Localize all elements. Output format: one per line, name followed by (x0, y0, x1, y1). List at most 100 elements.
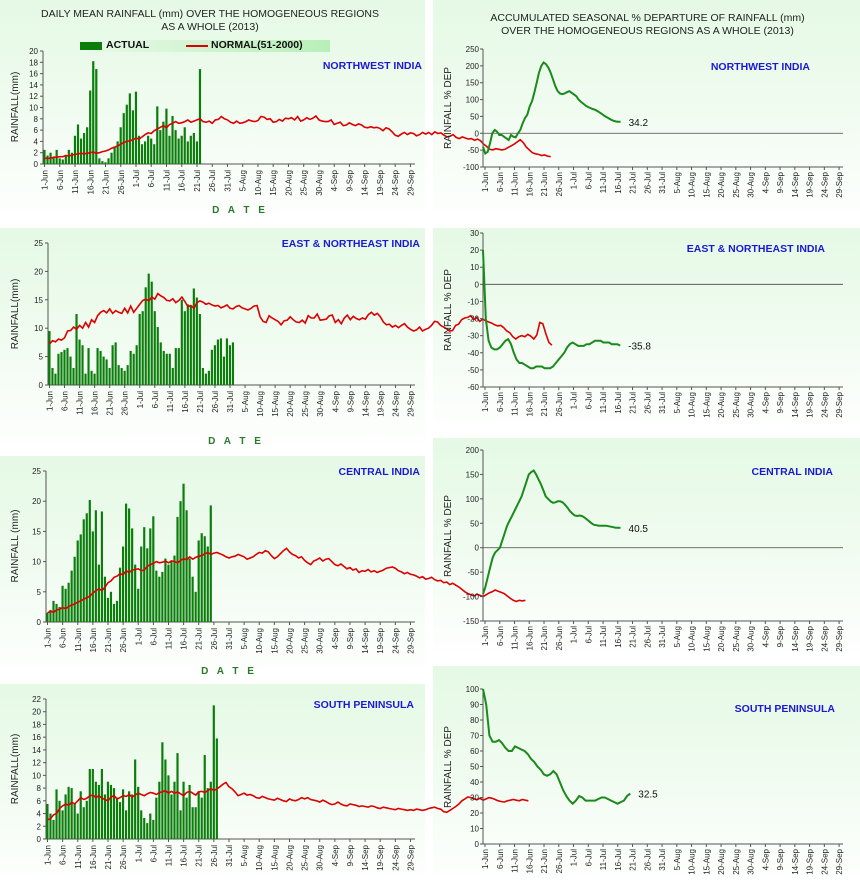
x-tick-label: 11-Jul (164, 628, 173, 649)
actual-bar (117, 365, 120, 385)
actual-bar (83, 132, 86, 164)
actual-bar (137, 588, 140, 622)
x-tick-label: 21-Jul (629, 849, 638, 871)
x-tick-label: 16-Jul (614, 626, 623, 648)
right-panel-4 (433, 666, 860, 890)
normal-line (47, 781, 529, 821)
actual-bar (109, 591, 113, 622)
x-tick-label: 1-Jun (481, 392, 490, 412)
x-tick-label: 16-Jun (89, 628, 98, 652)
y-tick-label: 0 (34, 160, 39, 169)
actual-bar (182, 483, 185, 622)
x-tick-label: 21-Jun (540, 626, 549, 650)
x-tick-label: 31-Jul (225, 628, 234, 650)
actual-bar (179, 501, 182, 622)
region-title: CENTRAL INDIA (752, 466, 834, 478)
x-tick-label: 6-Jun (496, 172, 505, 192)
actual-bar (174, 348, 177, 385)
actual-bar (105, 359, 108, 385)
y-axis-label: RAINFALL % DEP (443, 269, 454, 351)
actual-bar (150, 138, 153, 164)
actual-bar (222, 356, 226, 385)
actual-bar (134, 564, 137, 622)
actual-bar (174, 130, 177, 164)
x-tick-label: 4-Sep (761, 848, 770, 870)
x-tick-label: 14-Sep (791, 625, 800, 651)
region-title: NORTHWEST INDIA (323, 60, 423, 72)
x-tick-label: 9-Sep (345, 169, 354, 191)
actual-bar (167, 564, 170, 622)
y-tick-label: -60 (467, 383, 479, 392)
x-tick-label: 6-Jul (151, 391, 160, 409)
x-tick-label: 21-Jun (540, 392, 549, 416)
x-tick-label: 6-Jun (496, 392, 505, 412)
actual-bar (78, 339, 81, 385)
actual-bar (46, 612, 49, 622)
y-axis-label: RAINFALL (mm) (10, 510, 21, 583)
x-tick-label: 14-Sep (361, 390, 370, 416)
x-tick-label: 20-Aug (717, 626, 726, 652)
x-tick-label: 21-Jun (104, 628, 113, 652)
actual-bar (94, 781, 97, 839)
actual-bar (84, 373, 87, 385)
y-tick-label: 100 (466, 685, 480, 694)
x-tick-label: 16-Jun (86, 170, 95, 194)
legend: ACTUAL NORMAL(51-2000) (78, 39, 330, 52)
x-tick-label: 1-Jun (481, 849, 490, 869)
right-title-line1: ACCUMULATED SEASONAL % DEPARTURE OF RAIN… (490, 12, 805, 24)
actual-bar (219, 338, 222, 385)
actual-bar (100, 769, 103, 839)
x-tick-label: 26-Jul (643, 392, 652, 414)
x-tick-label: 11-Jun (511, 626, 520, 650)
x-tick-label: 16-Jul (614, 392, 623, 414)
actual-bar (207, 370, 210, 385)
y-tick-label: 200 (466, 446, 480, 455)
x-tick-label: 30-Aug (747, 172, 756, 198)
x-tick-label: 24-Sep (820, 625, 829, 651)
legend-actual-swatch (80, 42, 102, 50)
x-tick-label: 6-Jul (584, 849, 593, 867)
y-tick-label: 0 (475, 280, 480, 289)
actual-bar (146, 548, 149, 622)
actual-bar (146, 823, 149, 839)
x-tick-label: 5-Aug (240, 628, 249, 649)
x-tick-label: 20-Aug (284, 170, 293, 196)
y-tick-label: 20 (470, 246, 479, 255)
x-tick-label: 21-Jul (195, 628, 204, 650)
x-tick-label: 20-Aug (717, 392, 726, 418)
y-tick-label: -30 (467, 332, 479, 341)
y-tick-label: -50 (467, 366, 479, 375)
actual-bar (213, 345, 216, 385)
x-tick-label: 6-Jul (584, 626, 593, 644)
actual-bar (106, 781, 110, 839)
actual-bar (118, 802, 122, 839)
x-tick-label: 29-Sep (835, 391, 844, 417)
x-tick-label: 19-Sep (806, 171, 815, 197)
x-tick-label: 30-Aug (316, 628, 325, 654)
x-tick-label: 19-Sep (806, 391, 815, 417)
x-tick-label: 16-Jul (180, 628, 189, 650)
x-axis-label: D A T E (201, 666, 257, 677)
actual-bar (182, 781, 185, 839)
x-tick-label: 19-Sep (376, 627, 385, 653)
actual-bar (209, 505, 212, 622)
y-tick-label: 5 (39, 353, 44, 362)
x-tick-label: 1-Jun (41, 170, 50, 190)
x-tick-label: 1-Jul (570, 849, 579, 867)
x-tick-label: 31-Jul (658, 172, 667, 194)
actual-bar (197, 791, 200, 839)
y-tick-label: 8 (34, 115, 39, 124)
x-tick-label: 31-Jul (658, 849, 667, 871)
right-panel-1 (433, 0, 860, 226)
actual-bar (134, 759, 137, 839)
actual-bar (79, 138, 83, 164)
left-panel-1 (0, 0, 425, 226)
y-tick-label: 0 (475, 544, 480, 553)
x-tick-label: 25-Aug (301, 391, 310, 417)
x-tick-label: 16-Jul (180, 845, 189, 867)
actual-bar (67, 149, 70, 164)
legend-normal-label: NORMAL(51-2000) (211, 39, 303, 51)
x-tick-label: 11-Jul (599, 172, 608, 193)
x-tick-label: 31-Jul (658, 626, 667, 648)
y-tick-label: 14 (32, 746, 41, 755)
